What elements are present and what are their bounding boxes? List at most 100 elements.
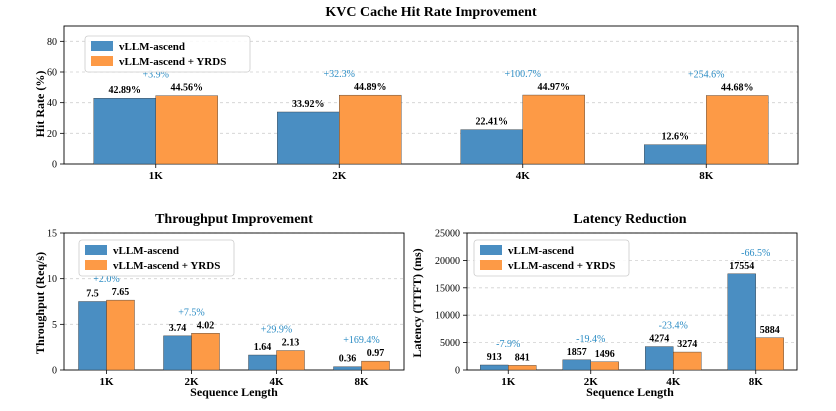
throughput-value-label: 0.36 (339, 354, 357, 365)
throughput-improvement-label: +2.0% (93, 274, 119, 285)
throughput-bar-base-4K (248, 354, 277, 371)
hit_rate-legend: vLLM-ascend vLLM-ascend + YRDS (84, 35, 251, 73)
throughput-value-label: 3.74 (169, 323, 187, 334)
hit_rate-legend-label: vLLM-ascend (119, 41, 185, 53)
throughput-xtick-label: 1K (99, 376, 114, 388)
latency-legend-label: vLLM-ascend + YRDS (508, 260, 615, 272)
hit_rate-value-label: 33.92% (292, 99, 325, 110)
latency-ytick-label: 25000 (435, 229, 460, 240)
hit_rate-value-label: 12.6% (662, 132, 690, 143)
latency-improvement-label: -7.9% (496, 339, 520, 350)
hit_rate-bar-base-4K (460, 129, 523, 165)
throughput-bar-base-1K (78, 301, 107, 371)
latency-ytick-label: 15000 (435, 283, 460, 294)
latency-legend-box (473, 239, 630, 277)
latency-bar-base-8K (727, 273, 756, 371)
hit_rate-bar-base-2K (277, 111, 340, 165)
hit_rate-improvement-label: +100.7% (505, 69, 541, 80)
hit_rate-xtick-label: 1K (149, 170, 164, 182)
hit_rate-bar-base-1K (93, 98, 156, 165)
throughput-bar-yrds-1K (106, 299, 135, 371)
hit_rate-ytick-label: 0 (52, 160, 57, 171)
throughput-value-label: 7.5 (86, 289, 99, 300)
hit_rate-value-label: 44.97% (538, 82, 571, 93)
throughput-bar-yrds-4K (276, 350, 305, 371)
latency-xlabel: Sequence Length (586, 385, 674, 399)
throughput-ytick-label: 0 (52, 366, 57, 377)
hit_rate-improvement-label: +254.6% (688, 69, 724, 80)
latency-value-label: 841 (515, 352, 530, 363)
hit_rate-ytick-label: 60 (47, 68, 57, 79)
latency-xtick-label: 4K (666, 376, 681, 388)
throughput-bar-base-8K (333, 366, 362, 371)
latency-value-label: 913 (487, 352, 502, 363)
latency-plot-frame (466, 232, 798, 371)
latency-improvement-label: -66.5% (741, 248, 770, 259)
latency-legend-label: vLLM-ascend (508, 245, 574, 257)
latency-xtick-label: 8K (749, 376, 764, 388)
hit_rate-bar-yrds-2K (339, 94, 402, 165)
hit-rate-ylabel: Hit Rate (%) (33, 71, 47, 138)
throughput-value-label: 4.02 (197, 320, 215, 331)
latency-value-label: 3274 (677, 339, 697, 350)
hit_rate-value-label: 44.56% (171, 83, 204, 94)
latency-legend-swatch (480, 245, 502, 255)
throughput-ylabel: Throughput (Req/s) (33, 252, 47, 354)
hit_rate-improvement-label: +32.3% (324, 69, 355, 80)
hit_rate-value-label: 44.68% (721, 82, 754, 93)
throughput-xtick-label: 8K (354, 376, 369, 388)
latency-title: Latency Reduction (573, 212, 686, 227)
hit_rate-ytick-label: 20 (47, 129, 57, 140)
throughput-legend-label: vLLM-ascend + YRDS (113, 260, 220, 272)
hit_rate-xtick-label: 2K (332, 170, 347, 182)
latency-improvement-label: -23.4% (659, 321, 688, 332)
latency-bar-yrds-4K (673, 351, 702, 371)
latency-legend: vLLM-ascend vLLM-ascend + YRDS (473, 239, 630, 277)
hit_rate-legend-swatch (91, 41, 113, 51)
throughput-legend-swatch (85, 245, 107, 255)
throughput-xlabel: Sequence Length (190, 385, 278, 399)
hit_rate-ytick-label: 40 (47, 98, 57, 109)
latency-bar-yrds-8K (755, 337, 784, 371)
latency-ytick-label: 10000 (435, 311, 460, 322)
hit_rate-legend-box (84, 35, 251, 73)
latency-value-label: 5884 (760, 325, 780, 336)
throughput-improvement-label: +7.5% (178, 307, 204, 318)
latency-bar-yrds-1K (508, 365, 537, 371)
throughput-bar-base-2K (163, 335, 192, 371)
hit_rate-bar-yrds-4K (522, 94, 585, 165)
latency-xtick-label: 2K (584, 376, 599, 388)
hit_rate-value-label: 44.89% (354, 82, 387, 93)
throughput-improvement-label: +169.4% (343, 335, 379, 346)
hit_rate-improvement-label: +3.9% (143, 70, 169, 81)
throughput-xtick-label: 2K (184, 376, 199, 388)
latency-bar-yrds-2K (590, 361, 619, 371)
latency-bar-base-2K (562, 359, 591, 371)
latency-value-label: 17554 (729, 261, 754, 272)
latency-ylabel: Latency (TTFT) (ms) (410, 248, 424, 357)
hit-rate-title: KVC Cache Hit Rate Improvement (325, 5, 537, 20)
throughput-ytick-label: 15 (47, 229, 57, 240)
throughput-value-label: 0.97 (367, 348, 385, 359)
hit_rate-xtick-label: 4K (516, 170, 531, 182)
hit_rate-legend-label: vLLM-ascend + YRDS (119, 56, 226, 68)
throughput-ytick-label: 10 (47, 274, 57, 285)
latency-bar-base-4K (645, 346, 674, 371)
latency-bar-base-1K (480, 364, 509, 371)
throughput-value-label: 1.64 (254, 342, 272, 353)
throughput-legend: vLLM-ascend vLLM-ascend + YRDS (78, 239, 235, 277)
throughput-ytick-label: 5 (52, 320, 57, 331)
throughput-legend-label: vLLM-ascend (113, 245, 179, 257)
hit_rate-legend-swatch (91, 56, 113, 66)
hit_rate-plot-frame (63, 25, 799, 165)
latency-improvement-label: -19.4% (576, 334, 605, 345)
latency-chart: Latency Reduction Latency (TTFT) (ms) Se… (410, 212, 798, 399)
throughput-legend-swatch (85, 260, 107, 270)
hit_rate-bar-yrds-8K (706, 95, 769, 165)
throughput-bar-yrds-2K (191, 333, 220, 371)
hit_rate-value-label: 42.89% (109, 85, 142, 96)
throughput-xtick-label: 4K (269, 376, 284, 388)
hit_rate-ytick-label: 80 (47, 37, 57, 48)
latency-ytick-label: 0 (455, 366, 460, 377)
throughput-legend-box (78, 239, 235, 277)
